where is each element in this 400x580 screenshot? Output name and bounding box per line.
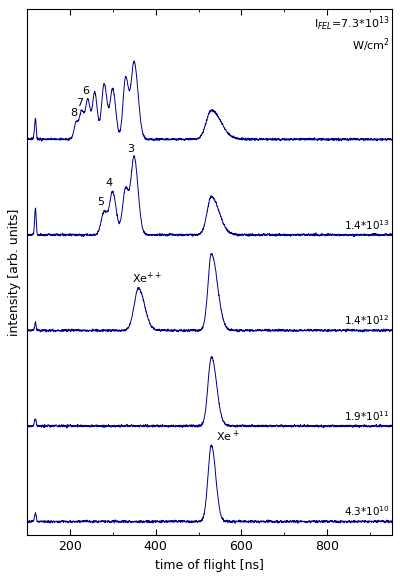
Text: 8: 8 (70, 108, 77, 118)
Text: 5: 5 (97, 197, 104, 207)
Text: 1.9*10$^{11}$: 1.9*10$^{11}$ (344, 409, 390, 423)
Text: 4.3*10$^{10}$: 4.3*10$^{10}$ (344, 505, 390, 519)
Text: Xe$^+$: Xe$^+$ (216, 428, 240, 444)
Text: 7: 7 (76, 98, 83, 108)
Text: 6: 6 (82, 86, 89, 96)
Text: 1.4*10$^{13}$: 1.4*10$^{13}$ (344, 218, 390, 232)
Text: I$_{FEL}$=7.3*10$^{13}$
W/cm$^{2}$: I$_{FEL}$=7.3*10$^{13}$ W/cm$^{2}$ (314, 15, 390, 54)
X-axis label: time of flight [ns]: time of flight [ns] (155, 559, 264, 572)
Y-axis label: intensity [arb. units]: intensity [arb. units] (8, 209, 21, 336)
Text: 4: 4 (106, 178, 113, 188)
Text: 1.4*10$^{12}$: 1.4*10$^{12}$ (344, 314, 390, 327)
Text: 3: 3 (127, 144, 134, 154)
Text: Xe$^{++}$: Xe$^{++}$ (132, 271, 162, 286)
